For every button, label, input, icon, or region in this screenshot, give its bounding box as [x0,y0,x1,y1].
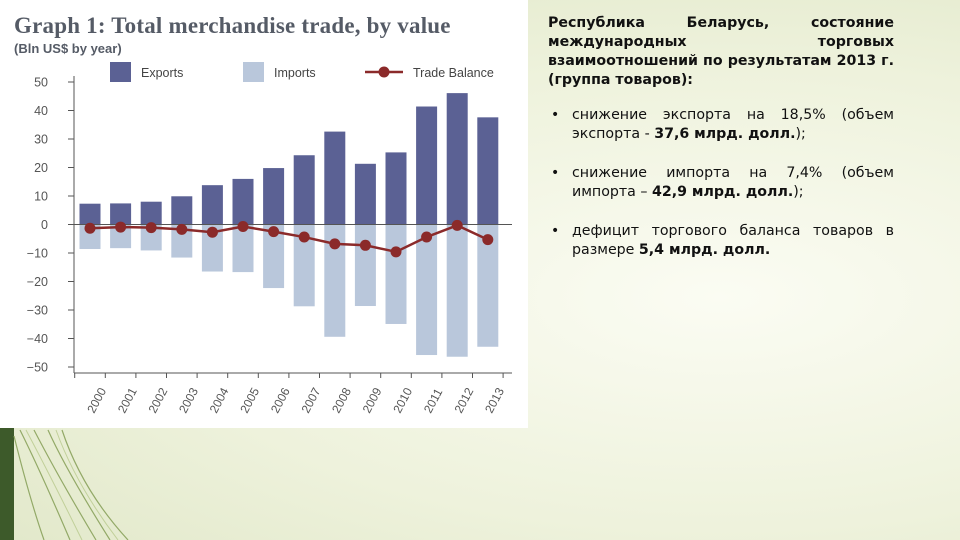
bar-imports [354,224,376,307]
bullet-list: снижение экспорта на 18,5% (объем экспор… [548,106,894,260]
bar-imports [110,224,132,249]
bar-imports [293,224,315,307]
x-tick-label: 2000 [84,385,109,415]
bar-imports [446,224,468,357]
x-tick-label: 2006 [268,385,293,415]
trade-balance-point [421,231,433,243]
bar-exports [140,201,162,225]
bar-imports [263,224,285,289]
y-tick-label: 20 [34,161,48,175]
chart-subtitle: (Bln US$ by year) [14,41,122,56]
bar-imports [79,224,101,250]
bar-imports [140,224,162,251]
bar-imports [416,224,438,356]
bar-exports [385,152,407,225]
bar-exports [293,155,315,225]
legend-label: Imports [274,66,316,80]
trade-balance-point [482,234,494,246]
bar-imports [324,224,346,337]
bar-exports [232,178,254,225]
x-tick-label: 2012 [451,385,476,415]
bar-exports [477,117,499,225]
y-tick-label: −30 [27,304,48,318]
bar-imports [232,224,254,273]
trade-balance-point [115,221,127,233]
trade-balance-point [176,223,188,235]
trade-balance-point [84,222,96,234]
y-tick-label: −10 [27,247,48,261]
x-tick-label: 2011 [421,386,446,416]
bar-exports [263,168,285,225]
x-tick-label: 2004 [207,385,232,415]
bar-exports [416,106,438,225]
bar-imports [201,224,223,272]
bar-exports [171,196,193,225]
bullet-imports: снижение импорта на 7,4% (объем импорта … [548,164,894,202]
bar-exports [324,131,346,225]
legend-label: Exports [141,66,183,80]
trade-chart: Exports Imports Trade Balance50403020100−1… [27,62,512,416]
bar-exports [79,203,101,225]
bullet-balance: дефицит торгового баланса товаров в разм… [548,222,894,260]
x-tick-label: 2003 [176,385,201,415]
summary-heading: Республика Беларусь, состояние междунаро… [548,15,894,88]
trade-balance-point [145,222,157,234]
bar-imports [171,224,193,258]
legend-swatch [243,62,264,82]
trade-balance-point [206,226,218,238]
x-tick-label: 2013 [482,385,507,415]
trade-balance-point [237,220,249,232]
legend-marker [378,66,390,78]
y-tick-label: −40 [27,332,48,346]
chart-panel: Graph 1: Total merchandise trade, by val… [0,0,528,428]
trade-balance-point [359,239,371,251]
x-tick-label: 2005 [237,385,262,415]
legend-swatch [110,62,131,82]
text-panel: Республика Беларусь, состояние междунаро… [548,14,894,280]
bar-exports [446,93,468,225]
trade-balance-point [390,246,402,258]
bar-imports [477,224,499,347]
legend-label: Trade Balance [413,66,494,80]
x-tick-label: 2001 [115,385,140,415]
y-tick-label: 10 [34,190,48,204]
y-tick-label: 40 [34,104,48,118]
y-tick-label: 30 [34,133,48,147]
trade-balance-point [329,238,341,250]
y-tick-label: −50 [27,361,48,375]
x-tick-label: 2010 [390,385,415,415]
trade-balance-point [268,226,280,238]
trade-balance-point [451,219,463,231]
bar-exports [110,203,132,225]
chart-title: Graph 1: Total merchandise trade, by val… [14,13,451,38]
x-tick-label: 2009 [360,385,385,415]
x-tick-label: 2007 [298,385,323,415]
y-tick-label: 0 [41,218,48,232]
trade-balance-point [298,231,310,243]
bar-exports [201,185,223,225]
bar-exports [354,163,376,225]
x-tick-label: 2008 [329,385,354,415]
y-tick-label: −20 [27,275,48,289]
y-tick-label: 50 [34,76,48,90]
x-tick-label: 2002 [145,385,170,415]
bullet-exports: снижение экспорта на 18,5% (объем экспор… [548,106,894,144]
bar-imports [385,224,407,324]
